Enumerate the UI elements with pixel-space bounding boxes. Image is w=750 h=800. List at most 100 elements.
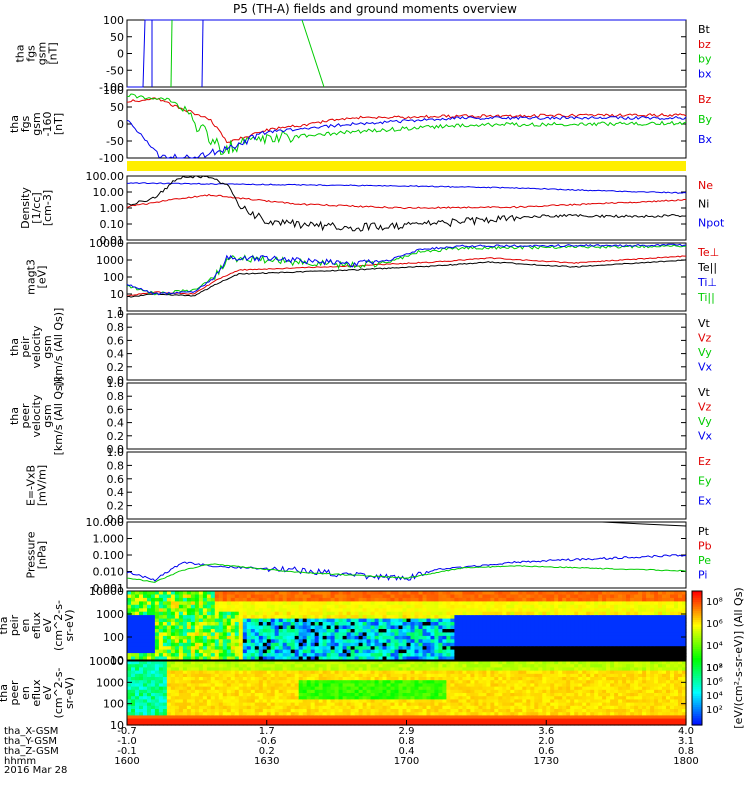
ytick-label: 50 xyxy=(110,31,124,44)
legend-bx: bx xyxy=(698,67,712,80)
legend-Ex: Ex xyxy=(698,494,712,507)
colorbar xyxy=(692,591,702,726)
ytick-label: 1000 xyxy=(96,254,124,267)
ylabel-density: Density[1/cc][cm-3] xyxy=(19,187,54,229)
series-Ti-par xyxy=(126,244,687,296)
series-Pt xyxy=(602,521,687,527)
series-Bz xyxy=(126,97,687,144)
ytick-label: -50 xyxy=(106,64,124,77)
legend-Pt: Pt xyxy=(698,525,710,538)
ytick-label: 100 xyxy=(103,271,124,284)
xaxis-row-label: tha_Y-GSM xyxy=(4,736,57,747)
spectrogram-peer_spec xyxy=(127,661,687,726)
chart-title: P5 (TH-A) fields and ground moments over… xyxy=(233,2,517,16)
xaxis-row-value: 1.7 xyxy=(259,726,275,737)
colorbar-tick: 10² xyxy=(706,705,723,716)
legend-by: by xyxy=(698,53,712,66)
legend-Pb: Pb xyxy=(698,540,712,553)
ytick-label: 10.00 xyxy=(93,186,125,199)
ytick-label: 1.0 xyxy=(107,446,125,459)
ylabel-pressure: Pressure[nPa] xyxy=(25,531,49,578)
legend-Vt: Vt xyxy=(698,317,711,330)
ytick-label: 100 xyxy=(103,14,124,27)
xaxis-date: 2016 Mar 28 xyxy=(4,765,67,776)
xaxis-row-value: 1630 xyxy=(254,756,279,767)
ytick-label: 1.000 xyxy=(93,533,125,546)
panel-frame-peir_vel xyxy=(126,313,687,381)
ylabel-fgs: thafgsgsm[nT] xyxy=(14,42,60,65)
legend-Ti||: Ti|| xyxy=(697,291,715,304)
legend-Vt: Vt xyxy=(698,386,711,399)
colorbar-tick: 10⁴ xyxy=(706,641,723,652)
series-Ni xyxy=(126,175,687,232)
xaxis-row-value: -1.0 xyxy=(117,736,137,747)
xaxis-row-value: 2.9 xyxy=(399,726,415,737)
ytick-label: 100 xyxy=(103,698,124,711)
ytick-label: 100 xyxy=(103,84,124,97)
ytick-label: 10000 xyxy=(89,585,124,598)
legend-Pe: Pe xyxy=(698,554,711,567)
colorbar-frame xyxy=(691,590,703,726)
ytick-label: 0.100 xyxy=(93,549,125,562)
ytick-label: -100 xyxy=(99,152,124,165)
colorbar-label: [eV/(cm²-s-sr-eV)] (All Qs) xyxy=(732,587,745,728)
ytick-label: 1000 xyxy=(96,676,124,689)
legend-Vy: Vy xyxy=(698,346,712,359)
xaxis-row-value: -0.1 xyxy=(117,746,137,757)
ytick-label: 10 xyxy=(110,719,124,732)
ytick-label: 50 xyxy=(110,101,124,114)
series-by-spike xyxy=(170,19,173,88)
series-Pe xyxy=(126,563,687,583)
legend-Bx: Bx xyxy=(698,133,713,146)
legend-Bt: Bt xyxy=(698,23,711,36)
series-Npot xyxy=(126,182,687,194)
legend-Ey: Ey xyxy=(698,475,712,488)
xaxis-row-value: 1730 xyxy=(534,756,559,767)
quality-flag-bar xyxy=(127,161,686,171)
xaxis-row-value: 2.0 xyxy=(538,736,554,747)
legend-Bz: Bz xyxy=(698,93,712,106)
ylabel-peer_spec: thapeerenefluxeV(cm^2-s-sr-eV) xyxy=(0,668,76,719)
ytick-label: 0.2 xyxy=(107,430,125,443)
ytick-label: 0.6 xyxy=(107,473,125,486)
colorbar-tick: 10⁸ xyxy=(706,663,723,674)
panel-frame-fgs xyxy=(126,19,687,88)
legend-bz: bz xyxy=(698,38,711,51)
legend-Ni: Ni xyxy=(698,198,709,211)
ytick-label: 0.8 xyxy=(107,390,125,403)
ytick-label: 0.6 xyxy=(107,334,125,347)
series-Te-par xyxy=(126,259,687,298)
xaxis-row-value: -0.6 xyxy=(257,736,277,747)
series-Te-perp xyxy=(126,255,686,297)
ytick-label: 0.4 xyxy=(107,417,125,430)
ytick-label: 1 xyxy=(117,305,124,318)
xaxis-row-label: tha_X-GSM xyxy=(4,726,58,737)
legend-Te⊥: Te⊥ xyxy=(697,246,719,259)
xaxis-row-label: hhmm xyxy=(4,756,36,767)
ytick-label: 0.0 xyxy=(107,374,125,387)
xaxis-row-value: 1700 xyxy=(394,756,419,767)
spectrogram-peir_spec xyxy=(127,591,687,661)
xaxis-row-value: 0.8 xyxy=(399,736,415,747)
legend-Vz: Vz xyxy=(698,401,712,414)
xaxis-row-value: 0.6 xyxy=(538,746,554,757)
series-Ti-perp xyxy=(126,243,687,296)
panel-frame-peer_vel xyxy=(126,382,687,450)
ytick-label: 0.01 xyxy=(100,234,125,247)
series-Pi xyxy=(126,554,687,582)
series-Ne xyxy=(126,193,687,210)
ylabel-peir_spec: thapeirenefluxeV(cm^2-s-sr-eV) xyxy=(0,600,76,651)
legend-Te||: Te|| xyxy=(697,261,717,274)
xaxis-row-label: tha_Z-GSM xyxy=(4,746,59,757)
panel-frame-peir_spec xyxy=(126,590,687,661)
ytick-label: 10 xyxy=(110,654,124,667)
series-bx-spike2 xyxy=(201,19,204,88)
ylabel-efield: E=-VxB[mV/m] xyxy=(25,465,49,506)
ytick-label: 0 xyxy=(117,118,124,131)
ylabel-peer_vel: thapeervelocitygsm[km/s (All Qs)] xyxy=(8,377,65,456)
ylabel-fgs2: thafgsgsm-160[nT] xyxy=(8,112,65,137)
ytick-label: 1000 xyxy=(96,608,124,621)
ytick-label: 10.000 xyxy=(86,516,125,529)
ytick-label: 0.0 xyxy=(107,443,125,456)
